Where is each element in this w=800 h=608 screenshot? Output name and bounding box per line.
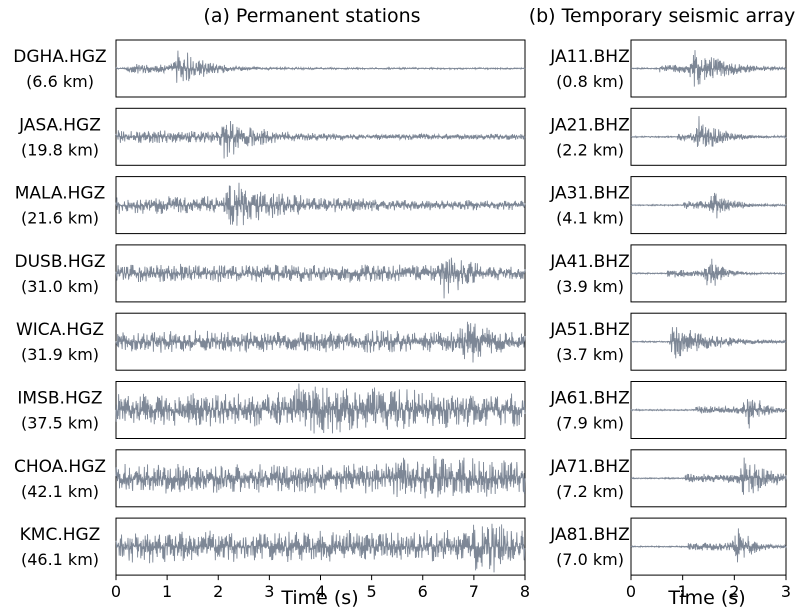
station-label: JA51.BHZ (549, 320, 629, 340)
station-distance: (7.2 km) (556, 482, 624, 501)
waveform-line (115, 383, 526, 434)
station-distance: (3.9 km) (556, 277, 624, 296)
x-tick-label: 4 (315, 582, 325, 601)
station-distance: (7.0 km) (556, 550, 624, 569)
station-label: JA81.BHZ (549, 525, 629, 545)
station-label: JA61.BHZ (549, 389, 629, 409)
station-label: MALA.HGZ (15, 184, 106, 204)
waveform-line (630, 327, 787, 359)
x-tick-label: 0 (626, 582, 636, 601)
waveform-line (115, 182, 526, 226)
station-distance: (0.8 km) (556, 72, 624, 91)
station-distance: (31.0 km) (21, 277, 99, 296)
waveform-line (115, 120, 526, 159)
waveform-line (630, 192, 787, 219)
station-distance: (21.6 km) (21, 209, 99, 228)
station-distance: (37.5 km) (21, 414, 99, 433)
panel-b-temporary-array: JA11.BHZ (0.8 km) JA21.BHZ (2.2 km) JA31.BHZ… (549, 39, 791, 601)
station-distance: (19.8 km) (21, 140, 99, 159)
x-tick-label: 6 (418, 582, 428, 601)
station-label: JA21.BHZ (549, 115, 629, 135)
panel-a-permanent-stations: DGHA.HGZ (6.6 km) JASA.HGZ (19.8 km) MALA.HG… (13, 39, 530, 601)
station-distance: (2.2 km) (556, 140, 624, 159)
x-tick-label: 7 (469, 582, 479, 601)
station-label: DGHA.HGZ (13, 47, 106, 67)
waveform-line (115, 456, 526, 499)
waveform-line (115, 321, 526, 363)
waveform-line (630, 399, 787, 429)
station-label: JA41.BHZ (549, 252, 629, 272)
panel-a-title: (a) Permanent stations (203, 5, 420, 27)
x-tick-label: 3 (781, 582, 791, 601)
x-tick-label: 1 (162, 582, 172, 601)
station-distance: (31.9 km) (21, 345, 99, 364)
station-distance: (42.1 km) (21, 482, 99, 501)
x-tick-label: 2 (213, 582, 223, 601)
x-tick-label: 2 (729, 582, 739, 601)
waveform-line (630, 50, 787, 87)
waveform-line (115, 257, 526, 299)
x-tick-label: 1 (678, 582, 688, 601)
station-label: JA11.BHZ (549, 47, 629, 67)
waveform-line (115, 50, 526, 83)
x-tick-label: 5 (367, 582, 377, 601)
station-distance: (4.1 km) (556, 209, 624, 228)
x-tick-label: 0 (111, 582, 121, 601)
waveform-line (630, 457, 787, 495)
waveform-line (630, 258, 787, 286)
panel-b-title: (b) Temporary seismic array (529, 5, 796, 27)
station-distance: (3.7 km) (556, 345, 624, 364)
station-distance: (6.6 km) (26, 72, 94, 91)
station-label: CHOA.HGZ (14, 457, 106, 477)
station-label: DUSB.HGZ (15, 252, 106, 272)
station-label: JA71.BHZ (549, 457, 629, 477)
station-distance: (7.9 km) (556, 414, 624, 433)
waveform-line (630, 116, 787, 147)
station-label: WICA.HGZ (16, 320, 104, 340)
station-distance: (46.1 km) (21, 550, 99, 569)
x-tick-label: 8 (520, 582, 530, 601)
station-label: JA31.BHZ (549, 184, 629, 204)
station-label: IMSB.HGZ (17, 389, 102, 409)
waveform-line (630, 528, 787, 563)
station-label: KMC.HGZ (20, 525, 101, 545)
station-label: JASA.HGZ (18, 115, 101, 135)
waveform-line (115, 523, 526, 573)
panel-b-xlabel: Time (s) (667, 587, 745, 608)
x-tick-label: 3 (264, 582, 274, 601)
panel-a-xlabel: Time (s) (280, 587, 358, 608)
